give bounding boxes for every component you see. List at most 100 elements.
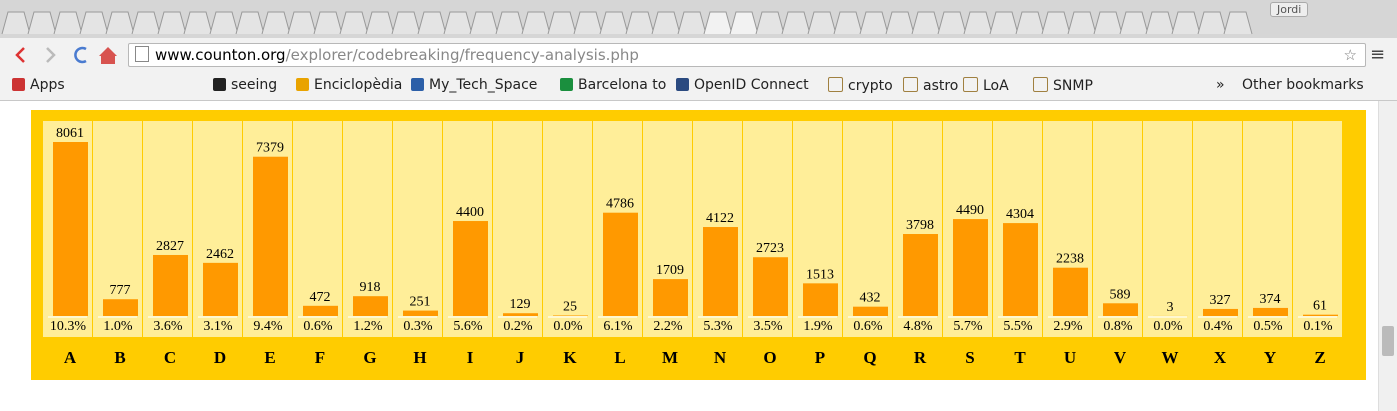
bar — [1253, 307, 1288, 316]
forward-button[interactable] — [46, 47, 56, 63]
value-label: 4304 — [1006, 207, 1034, 222]
percent-label: 1.0% — [103, 319, 133, 334]
tab[interactable] — [729, 11, 759, 35]
tab[interactable] — [313, 11, 343, 35]
tab[interactable] — [183, 11, 213, 35]
tab[interactable] — [1223, 11, 1253, 35]
tab[interactable] — [625, 11, 655, 35]
bookmark[interactable]: crypto — [828, 77, 893, 94]
tab[interactable] — [261, 11, 291, 35]
column — [843, 121, 892, 337]
star-icon[interactable]: ☆ — [1343, 46, 1357, 64]
tab[interactable] — [937, 11, 967, 35]
tab[interactable] — [911, 11, 941, 35]
bookmark[interactable]: astro — [903, 77, 958, 94]
tab[interactable] — [495, 11, 525, 35]
tab[interactable] — [547, 11, 577, 35]
tab[interactable] — [1145, 11, 1175, 35]
tab[interactable] — [1041, 11, 1071, 35]
x-tick-label: P — [815, 348, 825, 367]
scrollbar[interactable] — [1378, 101, 1397, 411]
percent-label: 5.5% — [1003, 319, 1033, 334]
reload-button[interactable] — [74, 46, 87, 64]
bookmark[interactable]: LoA — [963, 77, 1009, 94]
other-bookmarks[interactable]: Other bookmarks — [1242, 77, 1364, 93]
tab[interactable] — [781, 11, 811, 35]
tab[interactable] — [833, 11, 863, 35]
bookmarks-overflow[interactable]: » — [1216, 77, 1225, 93]
tab[interactable] — [599, 11, 629, 35]
bookmark-label: My_Tech_Space — [429, 77, 538, 93]
bar — [753, 257, 788, 316]
value-label: 4122 — [706, 211, 734, 226]
bookmarks-bar: Apps seeing Enciclopèdia My_Tech_Space Barce… — [0, 71, 1397, 101]
home-button[interactable] — [99, 47, 117, 64]
tab[interactable] — [677, 11, 707, 35]
bookmark-icon — [411, 78, 424, 91]
tab[interactable] — [391, 11, 421, 35]
tab[interactable] — [287, 11, 317, 35]
tab[interactable] — [1015, 11, 1045, 35]
value-label: 25 — [563, 299, 577, 314]
tab[interactable] — [703, 11, 733, 35]
tab[interactable] — [1093, 11, 1123, 35]
tab[interactable] — [521, 11, 551, 35]
percent-label: 3.5% — [753, 319, 783, 334]
tab[interactable] — [963, 11, 993, 35]
tab[interactable] — [157, 11, 187, 35]
tab[interactable] — [807, 11, 837, 35]
address-bar[interactable]: www.counton.org/explorer/codebreaking/fr… — [128, 43, 1366, 67]
x-tick-label: Y — [1264, 348, 1276, 367]
column — [543, 121, 592, 337]
bookmark[interactable]: seeing — [213, 77, 277, 93]
tab[interactable] — [27, 11, 57, 35]
tab[interactable] — [1119, 11, 1149, 35]
user-name[interactable]: Jordi — [1270, 2, 1309, 17]
x-tick-label: I — [467, 348, 474, 367]
bookmark-label: OpenID Connect — [694, 77, 809, 93]
x-tick-label: L — [614, 348, 625, 367]
bar — [353, 296, 388, 316]
bar — [1003, 223, 1038, 316]
percent-label: 0.0% — [553, 319, 583, 334]
tab-strip: Jordi — [0, 0, 1397, 38]
tab[interactable] — [573, 11, 603, 35]
tab[interactable] — [365, 11, 395, 35]
tab[interactable] — [105, 11, 135, 35]
tab[interactable] — [651, 11, 681, 35]
bookmark-label: Enciclopèdia — [314, 77, 403, 93]
x-tick-label: J — [516, 348, 525, 367]
tab[interactable] — [53, 11, 83, 35]
bookmark[interactable]: SNMP — [1033, 77, 1093, 94]
tab[interactable] — [1, 11, 31, 35]
tab[interactable] — [755, 11, 785, 35]
tab[interactable] — [989, 11, 1019, 35]
x-tick-label: C — [164, 348, 176, 367]
column — [293, 121, 342, 337]
bookmark[interactable]: My_Tech_Space — [411, 77, 537, 93]
tab[interactable] — [1067, 11, 1097, 35]
tab[interactable] — [1197, 11, 1227, 35]
x-tick-label: S — [965, 348, 974, 367]
bookmark[interactable]: Enciclopèdia — [296, 77, 402, 93]
bar — [203, 262, 238, 316]
tab[interactable] — [859, 11, 889, 35]
bookmark[interactable]: Barcelona to — [560, 77, 666, 93]
tab[interactable] — [131, 11, 161, 35]
back-button[interactable] — [15, 47, 25, 63]
tab[interactable] — [235, 11, 265, 35]
tab[interactable] — [209, 11, 239, 35]
bookmark[interactable]: Apps — [12, 77, 65, 93]
menu-button[interactable]: ≡ — [1370, 44, 1386, 65]
tab[interactable] — [339, 11, 369, 35]
tab[interactable] — [443, 11, 473, 35]
tab[interactable] — [469, 11, 499, 35]
tab[interactable] — [1171, 11, 1201, 35]
tab[interactable] — [417, 11, 447, 35]
value-label: 129 — [510, 297, 531, 312]
tab[interactable] — [885, 11, 915, 35]
bookmark[interactable]: OpenID Connect — [676, 77, 809, 93]
tab[interactable] — [79, 11, 109, 35]
bookmark-icon — [828, 77, 843, 92]
x-tick-label: H — [413, 348, 426, 367]
